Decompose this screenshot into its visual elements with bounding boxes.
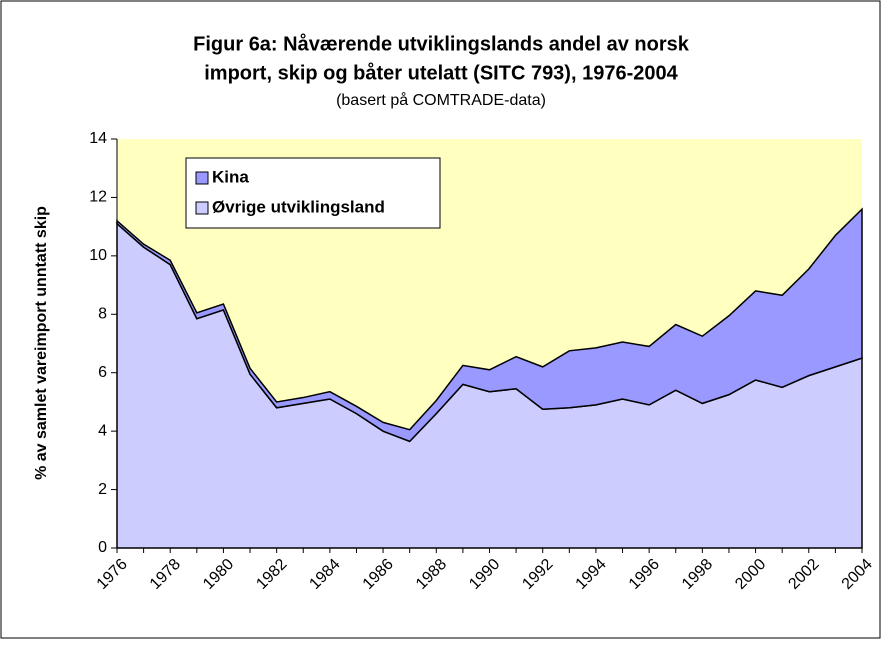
y-tick-label: 0 [98, 539, 107, 556]
y-tick-label: 4 [98, 422, 107, 439]
y-tick-label: 2 [98, 481, 107, 498]
y-axis-label: % av samlet vareimport unntatt skip [33, 206, 50, 480]
legend: Kina Øvrige utviklingsland [185, 157, 441, 229]
chart-title: import, skip og båter utelatt (SITC 793)… [204, 61, 678, 84]
y-tick-label: 6 [98, 364, 107, 381]
area [116, 207, 863, 443]
y-tick-label: 10 [89, 247, 107, 264]
legend-swatch [195, 171, 209, 185]
y-tick-label: 14 [89, 130, 107, 147]
legend-swatch [195, 201, 209, 215]
legend-label: Kina [212, 167, 249, 186]
chart-title: Figur 6a: Nåværende utviklingslands ande… [193, 32, 690, 55]
y-tick-label: 12 [89, 189, 107, 206]
legend-box [185, 157, 441, 229]
y-tick-label: 8 [98, 306, 107, 323]
chart-subtitle: (basert på COMTRADE-data) [336, 91, 546, 109]
legend-label: Øvrige utviklingsland [212, 197, 385, 216]
